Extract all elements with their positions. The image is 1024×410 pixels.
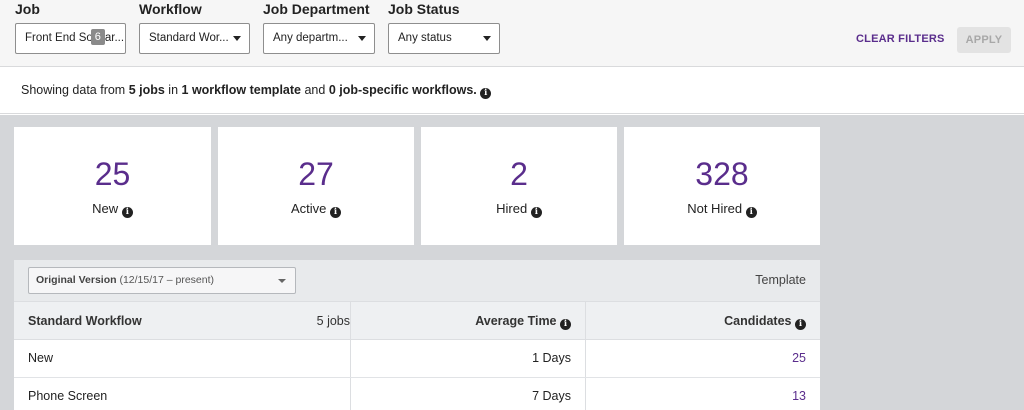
info-circle-icon[interactable]: i	[480, 88, 492, 99]
version-name: Original Version	[36, 274, 117, 286]
info-circle-icon[interactable]: i	[530, 207, 542, 218]
info-circle-icon[interactable]: i	[121, 207, 133, 218]
summary-jobs: 5 jobs	[128, 83, 165, 97]
job-select[interactable]: Front End So 6 ar...	[15, 23, 126, 54]
column-divider	[585, 301, 586, 410]
average-time: 7 Days	[532, 389, 571, 403]
workflow-filter-label: Workflow	[139, 1, 202, 17]
status-select[interactable]: Any status	[388, 23, 500, 54]
header-average-time-label: Average Time	[475, 314, 557, 328]
header-candidates-label: Candidates	[724, 314, 792, 328]
stat-card-hired: 2 Hired i	[421, 127, 617, 245]
department-select-value: Any departm...	[273, 32, 348, 44]
stat-label: Active	[290, 201, 327, 216]
workflow-select[interactable]: Standard Wor...	[139, 23, 250, 54]
workflow-select-value: Standard Wor...	[149, 32, 229, 44]
status-filter-label: Job Status	[388, 1, 460, 17]
stat-value: 328	[695, 156, 749, 192]
candidates-link[interactable]: 13	[792, 389, 806, 403]
stat-card-not-hired: 328 Not Hired i	[624, 127, 820, 245]
header-jobs-count: 5 jobs	[316, 314, 350, 328]
stat-label: Not Hired	[687, 201, 743, 216]
stat-label: New	[92, 201, 119, 216]
info-circle-icon[interactable]: i	[795, 319, 806, 330]
header-average-time[interactable]: Average Time i	[475, 302, 571, 339]
job-select-value-tail: ar...	[104, 32, 125, 44]
info-circle-icon[interactable]: i	[330, 207, 342, 218]
department-filter-label: Job Department	[263, 1, 370, 17]
stat-label: Hired	[496, 201, 528, 216]
template-label: Template	[755, 273, 806, 287]
version-select[interactable]: Original Version (12/15/17 – present)	[28, 267, 296, 294]
stage-name: Phone Screen	[28, 389, 108, 403]
caret-down-icon	[358, 36, 366, 41]
header-workflow: Standard Workflow	[28, 314, 142, 328]
status-select-value: Any status	[398, 32, 452, 44]
job-filter-label: Job	[15, 1, 40, 17]
table-row[interactable]: Phone Screen 7 Days 13	[14, 378, 820, 410]
stat-value: 27	[298, 156, 334, 192]
header-candidates[interactable]: Candidates i	[724, 302, 806, 339]
version-range: (12/15/17 – present)	[119, 274, 215, 286]
info-circle-icon[interactable]: i	[745, 207, 757, 218]
data-summary: Showing data from 5 jobs in 1 workflow t…	[0, 68, 1024, 114]
version-bar: Original Version (12/15/17 – present) Te…	[14, 260, 820, 301]
stat-card-new: 25 New i	[14, 127, 211, 245]
apply-button[interactable]: APPLY	[957, 27, 1011, 53]
filter-bar: Job Front End So 6 ar... Workflow Standard…	[0, 0, 1024, 67]
caret-down-icon	[233, 36, 241, 41]
table-row[interactable]: New 1 Days 25	[14, 340, 820, 378]
info-circle-icon[interactable]: i	[560, 319, 571, 330]
stat-card-active: 27 Active i	[218, 127, 414, 245]
workflow-panel: Original Version (12/15/17 – present) Te…	[14, 260, 820, 410]
summary-templates: 1 workflow template	[181, 83, 301, 97]
clear-filters-button[interactable]: CLEAR FILTERS	[856, 33, 945, 45]
summary-text: Showing data from	[21, 83, 129, 97]
caret-down-icon	[483, 36, 491, 41]
candidates-link[interactable]: 25	[792, 351, 806, 365]
stage-name: New	[28, 351, 54, 365]
department-select[interactable]: Any departm...	[263, 23, 375, 54]
stat-value: 25	[94, 156, 131, 192]
job-select-value: Front End So	[25, 32, 93, 44]
job-count-badge: 6	[90, 29, 105, 45]
summary-specific: 0 job-specific workflows.	[328, 83, 477, 97]
summary-text: and	[301, 83, 329, 97]
caret-down-icon	[278, 279, 286, 283]
average-time: 1 Days	[532, 351, 571, 365]
stat-value: 2	[510, 156, 528, 192]
column-divider	[350, 301, 351, 410]
table-header: Standard Workflow 5 jobs Average Time i …	[14, 301, 820, 340]
summary-text: in	[164, 83, 182, 97]
